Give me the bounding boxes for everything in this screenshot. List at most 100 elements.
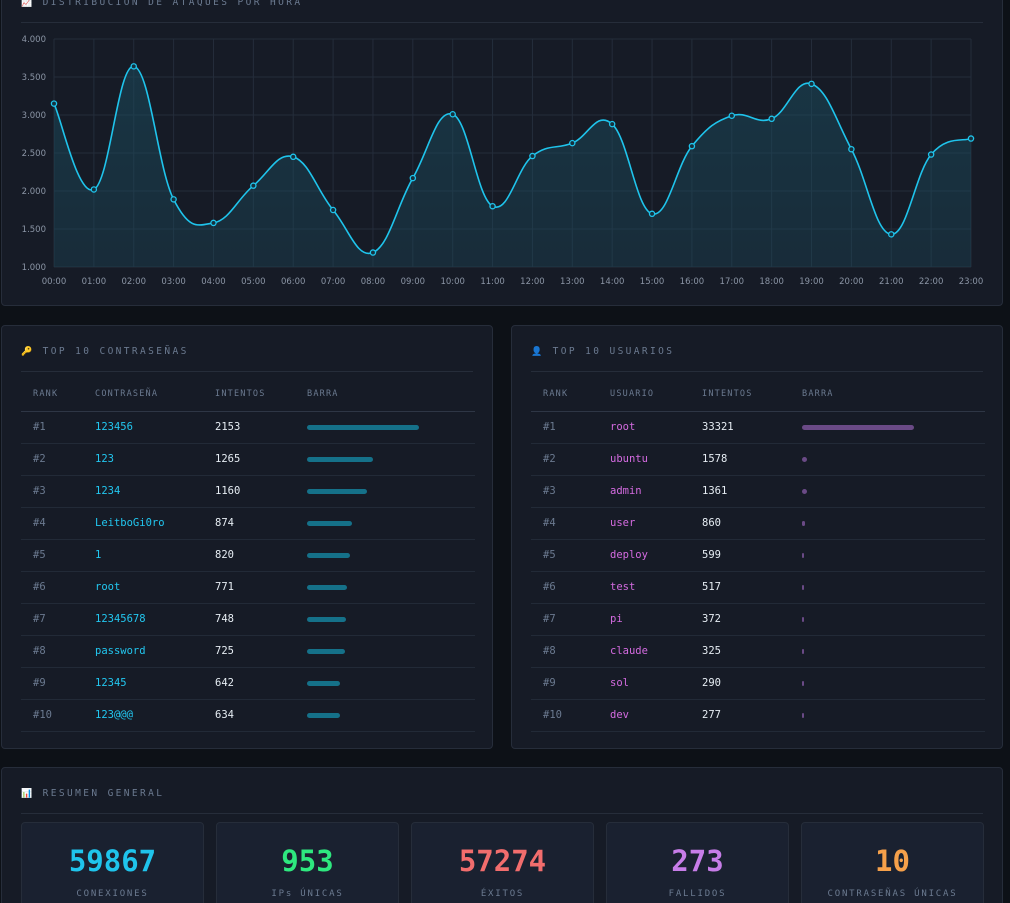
password-cell: 12345678 — [83, 603, 203, 636]
data-point[interactable] — [927, 151, 935, 158]
data-point[interactable] — [130, 63, 137, 70]
bar-cell — [295, 635, 475, 668]
table-row: #8 password 725 — [21, 635, 475, 668]
attempts-bar — [802, 680, 804, 686]
rank-cell: #9 — [21, 667, 83, 700]
x-tick-label: 15:00 — [640, 277, 665, 287]
username-cell: root — [598, 411, 690, 444]
data-point[interactable] — [250, 182, 257, 189]
data-point[interactable] — [967, 135, 975, 142]
rank-cell: #9 — [531, 667, 598, 700]
x-tick-label: 00:00 — [42, 277, 67, 287]
data-point[interactable] — [329, 206, 337, 214]
x-tick-label: 05:00 — [241, 277, 266, 287]
column-header-attempts: INTENTOS — [203, 378, 295, 412]
data-point[interactable] — [489, 202, 496, 210]
data-point[interactable] — [688, 142, 696, 150]
data-point[interactable] — [768, 115, 775, 123]
data-point[interactable] — [569, 139, 576, 147]
table-header-row: RANK CONTRASEÑA INTENTOS BARRA — [21, 378, 475, 412]
bar-cell — [295, 411, 475, 444]
rank-cell: #5 — [21, 539, 83, 572]
bar-cell — [295, 603, 475, 636]
x-tick-label: 12:00 — [520, 277, 545, 287]
attempts-cell: 820 — [203, 539, 295, 572]
y-tick-label: 3.000 — [22, 111, 46, 121]
y-tick-label: 3.500 — [22, 73, 46, 83]
x-tick-label: 06:00 — [281, 277, 306, 287]
stat-card-failed: 273 FALLIDOS — [606, 822, 789, 903]
attempts-bar — [802, 616, 804, 622]
username-cell: admin — [598, 475, 690, 508]
attempts-bar — [802, 488, 807, 494]
password-cell: 12345 — [83, 667, 203, 700]
rank-cell: #2 — [531, 443, 598, 476]
attempts-cell: 290 — [690, 667, 790, 700]
table-row: #10 dev 277 — [531, 699, 985, 732]
data-point[interactable] — [409, 174, 417, 182]
rank-cell: #6 — [531, 571, 598, 604]
username-cell: pi — [598, 603, 690, 636]
attempts-cell: 517 — [690, 571, 790, 604]
data-point[interactable] — [728, 112, 736, 120]
data-point[interactable] — [90, 186, 98, 193]
attempts-cell: 642 — [203, 667, 295, 700]
username-cell: claude — [598, 635, 690, 668]
data-point[interactable] — [608, 120, 616, 128]
x-tick-label: 02:00 — [121, 277, 146, 287]
bar-cell — [790, 635, 985, 668]
stat-value: 10 — [875, 844, 910, 878]
attempts-bar — [307, 616, 346, 622]
table-row: #2 ubuntu 1578 — [531, 443, 985, 476]
username-cell: user — [598, 507, 690, 540]
x-tick-label: 18:00 — [759, 277, 784, 287]
column-header-rank: RANK — [21, 378, 83, 412]
password-cell: LeitboGi0ro — [83, 507, 203, 540]
stat-card-unique-passwords: 10 CONTRASEÑAS ÚNICAS — [801, 822, 984, 903]
password-cell: 1234 — [83, 475, 203, 508]
data-point[interactable] — [648, 210, 656, 218]
password-cell: 123 — [83, 443, 203, 476]
data-point[interactable] — [369, 249, 377, 256]
attempts-bar — [802, 424, 914, 430]
bar-cell — [295, 443, 475, 476]
data-point[interactable] — [210, 219, 217, 227]
attempts-bar — [307, 488, 368, 494]
data-point[interactable] — [888, 231, 895, 238]
data-point[interactable] — [50, 100, 58, 107]
attempts-bar — [307, 424, 419, 430]
attempts-bar — [307, 648, 345, 654]
table-row: #9 12345 642 — [21, 667, 475, 700]
attempts-cell: 634 — [203, 699, 295, 732]
data-point[interactable] — [449, 110, 456, 118]
stat-label: IPs ÚNICAS — [271, 889, 344, 899]
x-tick-label: 14:00 — [600, 277, 625, 287]
attempts-cell: 748 — [203, 603, 295, 636]
attempts-cell: 325 — [690, 635, 790, 668]
stat-card-connections: 59867 CONEXIONES — [21, 822, 204, 903]
data-point[interactable] — [289, 153, 297, 161]
data-point[interactable] — [529, 152, 536, 160]
bar-cell — [295, 571, 475, 604]
table-row: #7 pi 372 — [531, 603, 985, 636]
table-row: #5 1 820 — [21, 539, 475, 572]
data-point[interactable] — [170, 196, 177, 203]
rank-cell: #3 — [531, 475, 598, 508]
table-row: #7 12345678 748 — [21, 603, 475, 636]
hourly-attacks-panel: 📈 DISTRIBUCIÓN DE ATAQUES POR HORA 1.000… — [1, 0, 1003, 306]
data-point[interactable] — [808, 80, 815, 88]
password-cell: 123@@@ — [83, 699, 203, 732]
x-tick-label: 09:00 — [401, 277, 426, 287]
rank-cell: #3 — [21, 475, 83, 508]
rank-cell: #7 — [531, 603, 598, 636]
y-tick-label: 4.000 — [22, 35, 46, 45]
top-users-table: RANK USUARIO INTENTOS BARRA #1 root 33321 #… — [531, 378, 985, 732]
rank-cell: #7 — [21, 603, 83, 636]
y-tick-label: 1.500 — [22, 225, 46, 235]
data-point[interactable] — [848, 145, 855, 153]
key-icon: 🔑 — [21, 347, 35, 357]
rank-cell: #2 — [21, 443, 83, 476]
attempts-bar — [307, 680, 341, 686]
top-users-panel: 👤 TOP 10 USUARIOS RANK USUARIO INTENTOS … — [511, 325, 1003, 749]
table-row: #10 123@@@ 634 — [21, 699, 475, 732]
